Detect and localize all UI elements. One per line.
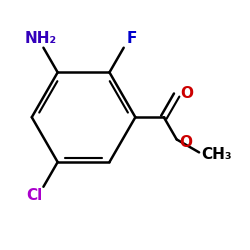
Text: O: O: [180, 86, 193, 102]
Text: Cl: Cl: [26, 188, 42, 203]
Text: F: F: [126, 32, 137, 46]
Text: O: O: [179, 134, 192, 150]
Text: NH₂: NH₂: [25, 32, 57, 46]
Text: CH₃: CH₃: [201, 148, 232, 162]
